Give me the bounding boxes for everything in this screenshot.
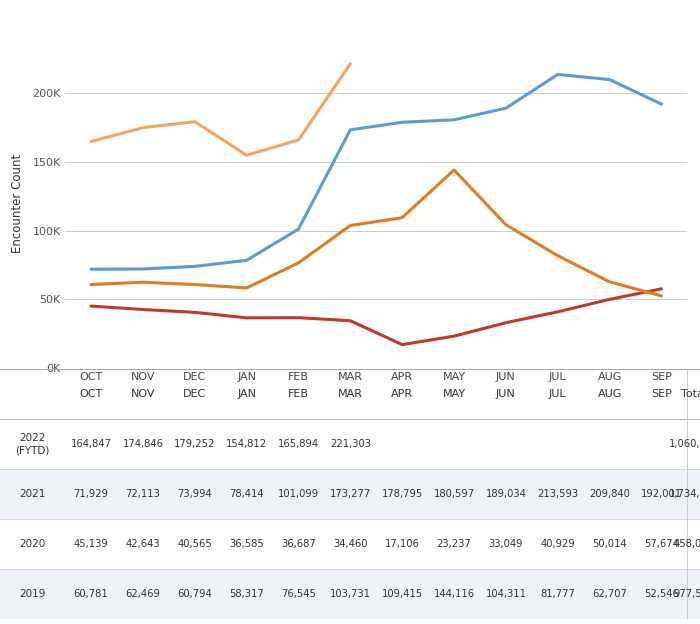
Text: SEP: SEP xyxy=(651,389,672,399)
Text: 23,237: 23,237 xyxy=(437,539,471,549)
FancyBboxPatch shape xyxy=(0,569,700,619)
Text: AUG: AUG xyxy=(597,389,622,399)
Text: 52,546: 52,546 xyxy=(644,589,679,599)
FancyBboxPatch shape xyxy=(0,419,700,469)
Text: 2020: 2020 xyxy=(20,539,46,549)
Text: 189,034: 189,034 xyxy=(486,489,526,499)
Text: 60,794: 60,794 xyxy=(177,589,212,599)
Text: 78,414: 78,414 xyxy=(230,489,264,499)
Text: 36,687: 36,687 xyxy=(281,539,316,549)
Text: 62,469: 62,469 xyxy=(125,589,160,599)
Text: 81,777: 81,777 xyxy=(540,589,575,599)
Text: 2022
(FYTD): 2022 (FYTD) xyxy=(15,434,50,455)
Text: FEB: FEB xyxy=(288,389,309,399)
Text: 62,707: 62,707 xyxy=(592,589,627,599)
Text: 2019: 2019 xyxy=(20,589,46,599)
Text: 73,994: 73,994 xyxy=(177,489,212,499)
Text: 60,781: 60,781 xyxy=(74,589,108,599)
Text: 34,460: 34,460 xyxy=(333,539,368,549)
Text: 45,139: 45,139 xyxy=(74,539,108,549)
FancyBboxPatch shape xyxy=(0,469,700,519)
Text: 104,311: 104,311 xyxy=(485,589,526,599)
Text: 165,894: 165,894 xyxy=(278,439,319,449)
Text: 977,509: 977,509 xyxy=(673,589,700,599)
Text: 458,088: 458,088 xyxy=(673,539,700,549)
Text: APR: APR xyxy=(391,389,413,399)
Text: 180,597: 180,597 xyxy=(433,489,475,499)
Text: MAY: MAY xyxy=(442,389,466,399)
Text: 2021: 2021 xyxy=(20,489,46,499)
Text: 154,812: 154,812 xyxy=(226,439,267,449)
Text: 179,252: 179,252 xyxy=(174,439,216,449)
Text: MAR: MAR xyxy=(338,389,363,399)
Text: 72,113: 72,113 xyxy=(125,489,160,499)
Text: OCT: OCT xyxy=(79,389,103,399)
Text: Total: Total xyxy=(680,389,700,399)
Text: 164,847: 164,847 xyxy=(71,439,111,449)
Text: 144,116: 144,116 xyxy=(433,589,475,599)
Text: FY Southwest Land Border Encounters by Month: FY Southwest Land Border Encounters by M… xyxy=(142,10,558,25)
Text: 209,840: 209,840 xyxy=(589,489,630,499)
Text: JAN: JAN xyxy=(237,389,256,399)
Text: 40,929: 40,929 xyxy=(540,539,575,549)
Text: 33,049: 33,049 xyxy=(489,539,523,549)
FancyBboxPatch shape xyxy=(0,519,700,569)
Text: 173,277: 173,277 xyxy=(330,489,371,499)
Text: JUL: JUL xyxy=(549,389,566,399)
Text: 42,643: 42,643 xyxy=(125,539,160,549)
Text: 1,734,686: 1,734,686 xyxy=(668,489,700,499)
Text: NOV: NOV xyxy=(131,389,155,399)
Text: 36,585: 36,585 xyxy=(229,539,264,549)
Text: 57,674: 57,674 xyxy=(644,539,679,549)
Y-axis label: Encounter Count: Encounter Count xyxy=(11,154,25,253)
Text: 58,317: 58,317 xyxy=(229,589,264,599)
Text: 101,099: 101,099 xyxy=(278,489,319,499)
Text: 174,846: 174,846 xyxy=(122,439,163,449)
Text: 50,014: 50,014 xyxy=(592,539,627,549)
Text: 1,060,954: 1,060,954 xyxy=(668,439,700,449)
Text: JUN: JUN xyxy=(496,389,516,399)
Text: 71,929: 71,929 xyxy=(74,489,108,499)
Text: 76,545: 76,545 xyxy=(281,589,316,599)
Text: 109,415: 109,415 xyxy=(382,589,423,599)
Text: 178,795: 178,795 xyxy=(382,489,423,499)
Text: 192,001: 192,001 xyxy=(641,489,682,499)
Text: 40,565: 40,565 xyxy=(177,539,212,549)
Text: 213,593: 213,593 xyxy=(537,489,578,499)
Text: 103,731: 103,731 xyxy=(330,589,371,599)
Text: DEC: DEC xyxy=(183,389,206,399)
Text: 221,303: 221,303 xyxy=(330,439,371,449)
Text: 17,106: 17,106 xyxy=(385,539,419,549)
